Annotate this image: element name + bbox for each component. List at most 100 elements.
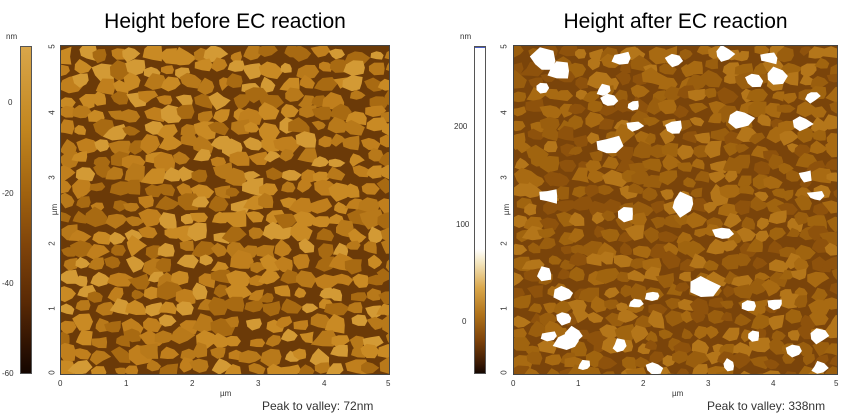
left-grain	[87, 109, 105, 123]
left-grain	[222, 209, 247, 228]
left-grain	[213, 284, 228, 298]
right-grain	[618, 231, 637, 243]
right-white-peak	[716, 46, 736, 62]
left-grain	[361, 137, 381, 150]
right-grain	[628, 183, 644, 195]
left-grain	[245, 318, 262, 331]
right-grain	[703, 202, 717, 214]
right-grain	[809, 106, 827, 118]
left-grain	[61, 342, 76, 362]
right-grain	[683, 177, 696, 188]
left-grain	[328, 48, 345, 60]
left-grain	[265, 167, 286, 181]
right-grain	[602, 169, 630, 188]
left-grain	[113, 200, 130, 212]
left-grain	[211, 358, 234, 374]
right-grain	[557, 268, 572, 280]
right-grain	[761, 279, 781, 297]
right-white-peak	[626, 121, 645, 132]
right-grain	[704, 140, 722, 159]
left-grain	[281, 298, 303, 314]
right-grain	[572, 306, 590, 324]
left-grain	[342, 183, 360, 198]
right-grain	[514, 120, 526, 132]
left-grain	[191, 169, 208, 183]
right-grain	[689, 297, 709, 316]
left-grain	[274, 256, 293, 273]
right-grain	[725, 170, 738, 183]
right-grain	[763, 359, 780, 370]
right-grain	[514, 106, 527, 117]
left-grain	[324, 313, 345, 334]
left-grain	[76, 138, 102, 154]
left-grain	[210, 156, 227, 168]
right-grain	[559, 259, 576, 270]
left-grain	[131, 289, 145, 300]
right-grain	[627, 269, 646, 282]
right-grain	[537, 227, 556, 239]
left-grain	[328, 158, 346, 168]
left-grain	[191, 196, 210, 208]
right-grain	[604, 287, 620, 299]
right-grain	[794, 295, 808, 309]
right-grain	[807, 271, 830, 288]
left-grain	[225, 316, 239, 328]
right-grain	[809, 140, 828, 154]
left-grain	[332, 242, 349, 257]
right-white-peak	[547, 61, 569, 79]
left-grain	[156, 183, 176, 197]
right-grain	[810, 116, 832, 134]
right-grain	[826, 73, 837, 83]
left-grain	[72, 73, 89, 88]
left-grain	[61, 119, 75, 135]
left-grain	[259, 254, 282, 272]
right-grain	[665, 297, 685, 310]
right-grain	[736, 227, 757, 243]
left-grain	[194, 93, 214, 109]
left-grain	[309, 348, 330, 368]
right-grain	[649, 351, 665, 365]
right-grain	[568, 212, 585, 227]
right-grain	[666, 283, 684, 296]
right-grain	[543, 141, 558, 153]
right-grain	[749, 356, 771, 370]
right-grain	[829, 101, 837, 114]
right-grain	[825, 140, 837, 158]
left-grain	[159, 346, 180, 359]
left-grain	[92, 91, 106, 106]
left-grain	[330, 344, 348, 357]
left-grain	[273, 213, 298, 232]
left-grain	[63, 257, 79, 271]
right-grain	[613, 254, 634, 268]
left-grain	[161, 65, 174, 75]
right-grain	[586, 132, 600, 145]
left-grain	[191, 342, 208, 358]
right-white-peak	[712, 227, 735, 239]
left-grain	[327, 213, 344, 224]
left-grain	[379, 134, 389, 148]
left-grain	[76, 196, 91, 209]
left-grain	[290, 221, 313, 242]
right-grain	[778, 269, 795, 280]
right-grain	[748, 132, 766, 145]
left-grain	[208, 296, 228, 316]
left-grain	[175, 94, 193, 107]
left-grain	[358, 197, 380, 214]
left-y-tick: 5	[47, 44, 57, 49]
right-grain	[551, 173, 570, 187]
left-grain	[163, 167, 182, 182]
left-grain	[381, 123, 389, 136]
left-x-tick: 1	[124, 379, 129, 388]
right-grain	[734, 313, 752, 327]
left-grain	[299, 331, 314, 344]
right-grain	[553, 90, 574, 102]
right-grain	[590, 295, 609, 313]
right-grain	[674, 282, 690, 292]
left-grain	[86, 244, 110, 260]
left-grain	[318, 135, 333, 148]
right-white-peak	[798, 170, 812, 183]
right-grain	[667, 373, 675, 374]
right-grain	[690, 187, 703, 198]
right-white-peak	[600, 93, 619, 106]
left-grain	[330, 133, 347, 147]
